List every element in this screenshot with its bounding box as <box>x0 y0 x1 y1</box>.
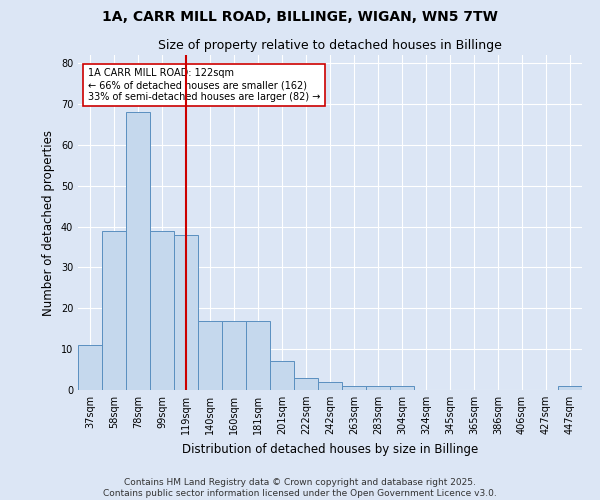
Title: Size of property relative to detached houses in Billinge: Size of property relative to detached ho… <box>158 40 502 52</box>
Bar <box>126 112 150 390</box>
Bar <box>102 230 126 390</box>
Bar <box>174 235 198 390</box>
Bar <box>294 378 318 390</box>
Bar <box>558 386 582 390</box>
Bar <box>150 230 174 390</box>
Text: Contains HM Land Registry data © Crown copyright and database right 2025.
Contai: Contains HM Land Registry data © Crown c… <box>103 478 497 498</box>
Bar <box>222 320 246 390</box>
Bar <box>390 386 414 390</box>
Text: 1A CARR MILL ROAD: 122sqm
← 66% of detached houses are smaller (162)
33% of semi: 1A CARR MILL ROAD: 122sqm ← 66% of detac… <box>88 68 320 102</box>
Bar <box>78 345 102 390</box>
Bar <box>318 382 342 390</box>
Bar <box>366 386 390 390</box>
Bar <box>342 386 366 390</box>
Text: 1A, CARR MILL ROAD, BILLINGE, WIGAN, WN5 7TW: 1A, CARR MILL ROAD, BILLINGE, WIGAN, WN5… <box>102 10 498 24</box>
Bar <box>198 320 222 390</box>
Bar <box>246 320 270 390</box>
Bar <box>270 362 294 390</box>
Y-axis label: Number of detached properties: Number of detached properties <box>42 130 55 316</box>
X-axis label: Distribution of detached houses by size in Billinge: Distribution of detached houses by size … <box>182 442 478 456</box>
